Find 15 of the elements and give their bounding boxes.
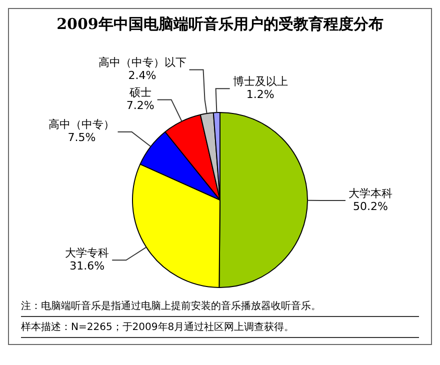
data-label: 50.2% (353, 200, 388, 213)
slice-label: 大学本科 (348, 186, 392, 200)
slice-label: 大学专科 (65, 246, 110, 260)
data-label: 1.2% (246, 88, 274, 101)
text: 样本描述：N=2265；于2009年8月通过社区网上调查获得。 (21, 316, 419, 338)
slice-label: 博士及以上 (232, 74, 288, 88)
data-label: 7.2% (126, 99, 154, 112)
data-label: 7.5% (68, 131, 96, 144)
data-label: 2.4% (128, 69, 156, 82)
slice-label: 高中（中专）以下 (98, 56, 186, 70)
slice-label: 高中（中专） (48, 118, 115, 132)
text: 注：电脑端听音乐是指通过电脑上提前安装的音乐播放器收听音乐。 (21, 300, 322, 314)
chart-title: 2009年中国电脑端听音乐用户的受教育程度分布 (56, 15, 384, 34)
slice-label: 硕士 (128, 86, 152, 100)
data-label: 31.6% (70, 259, 105, 272)
